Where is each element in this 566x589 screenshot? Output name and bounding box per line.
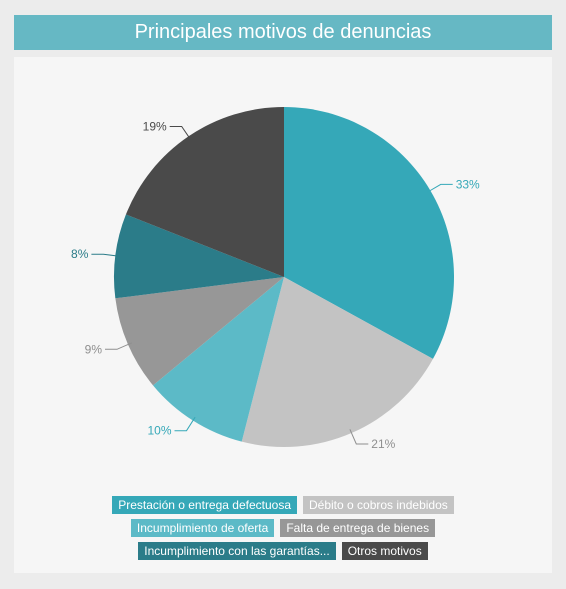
pie-slice-incumplimiento-oferta[interactable] bbox=[153, 277, 284, 442]
legend-item-falta-entrega[interactable]: Falta de entrega de bienes bbox=[280, 519, 436, 537]
legend-item-prestacion[interactable]: Prestación o entrega defectuosa bbox=[112, 496, 297, 514]
leader-line-otros bbox=[169, 126, 192, 140]
pie-slice-otros[interactable] bbox=[125, 107, 284, 277]
legend-item-debito[interactable]: Débito o cobros indebidos bbox=[303, 496, 454, 514]
legend: Prestación o entrega defectuosa Débito o… bbox=[0, 496, 566, 565]
leader-line-falta-entrega bbox=[105, 342, 132, 350]
leader-line-garantias bbox=[91, 253, 120, 257]
data-label-otros: 19% bbox=[143, 120, 167, 134]
data-label-prestacion: 33% bbox=[456, 177, 480, 191]
data-label-garantias: 8% bbox=[71, 247, 89, 261]
leader-line-incumplimiento-oferta bbox=[174, 416, 196, 432]
pie-slice-garantias[interactable] bbox=[113, 214, 284, 299]
legend-row: Incumplimiento de oferta Falta de entreg… bbox=[0, 519, 566, 537]
data-label-incumplimiento-oferta: 10% bbox=[147, 424, 171, 438]
leader-line-debito bbox=[349, 429, 369, 445]
pie-slice-prestacion[interactable] bbox=[284, 107, 454, 359]
pie-slice-debito[interactable] bbox=[241, 277, 433, 448]
data-label-falta-entrega: 9% bbox=[85, 342, 103, 356]
legend-item-incumplimiento-oferta[interactable]: Incumplimiento de oferta bbox=[130, 519, 275, 537]
leader-line-prestacion bbox=[426, 183, 453, 193]
legend-row: Incumplimiento con las garantías... Otro… bbox=[0, 542, 566, 560]
legend-item-garantias[interactable]: Incumplimiento con las garantías... bbox=[138, 542, 336, 560]
legend-item-otros[interactable]: Otros motivos bbox=[341, 542, 428, 560]
data-label-debito: 21% bbox=[371, 437, 395, 451]
chart-title: Principales motivos de denuncias bbox=[14, 15, 552, 50]
pie-slice-falta-entrega[interactable] bbox=[115, 277, 284, 386]
pie-chart: 33% 21% 10% 9% 8% 19% bbox=[71, 107, 480, 451]
legend-row: Prestación o entrega defectuosa Débito o… bbox=[0, 496, 566, 514]
